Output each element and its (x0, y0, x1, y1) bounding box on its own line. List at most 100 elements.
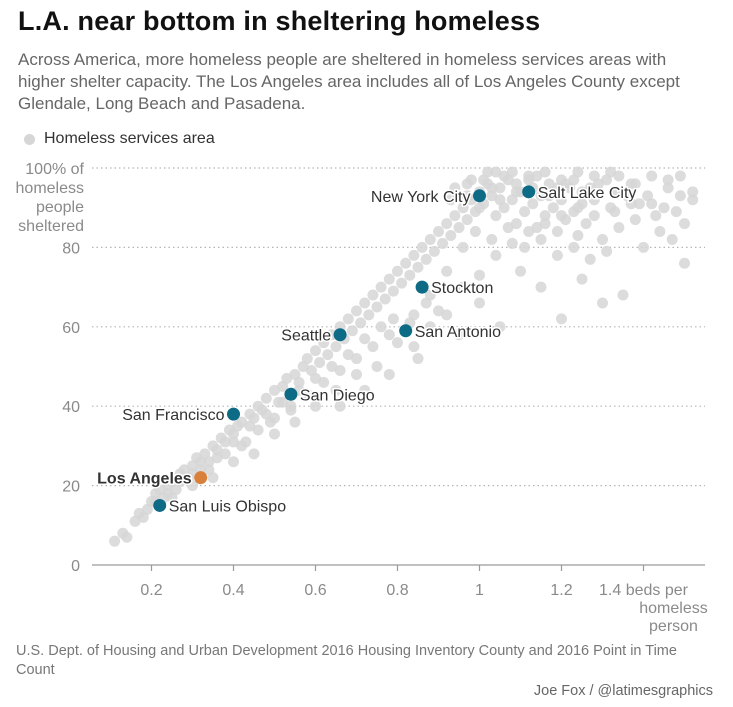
homeless-services-area-point (584, 182, 596, 194)
homeless-services-area-point (556, 194, 567, 206)
homeless-services-area-point (162, 488, 174, 500)
homeless-services-area-point (474, 297, 485, 309)
homeless-services-area-point (662, 182, 674, 194)
homeless-services-area-point (576, 186, 588, 198)
homeless-services-area-point (310, 400, 321, 412)
homeless-services-area-point (572, 229, 584, 241)
homeless-services-area-point (556, 210, 567, 222)
homeless-services-area-point (400, 257, 412, 269)
legend: Homeless services area (24, 130, 215, 148)
homeless-services-area-point (568, 174, 580, 186)
homeless-services-area-point (334, 364, 346, 376)
credit-line: Joe Fox / @latimesgraphics (533, 683, 713, 699)
homeless-services-area-point (441, 309, 453, 321)
homeless-services-area-point (379, 293, 391, 305)
homeless-services-area-point (412, 261, 424, 273)
homeless-services-area-point (576, 273, 588, 285)
homeless-services-area-point (519, 241, 531, 253)
homeless-services-area-point (453, 329, 465, 341)
highlight-label: Los Angeles (97, 471, 192, 488)
y-axis-label-line: sheltered (18, 218, 84, 235)
homeless-services-area-point (457, 202, 469, 214)
homeless-services-area-point (506, 166, 518, 178)
homeless-services-area-point (420, 297, 432, 309)
homeless-services-area-point (109, 535, 121, 547)
homeless-services-area-point (531, 222, 543, 234)
highlight-point (522, 185, 536, 199)
homeless-services-area-point (556, 313, 567, 325)
homeless-services-area-point (207, 472, 219, 484)
homeless-services-area-point (408, 341, 420, 353)
homeless-services-area-point (679, 257, 690, 269)
homeless-services-area-point (551, 226, 563, 238)
homeless-services-area-point (289, 416, 301, 428)
highlight-point (473, 189, 486, 203)
scatter-chart: 0 20 40 60 80 100% of homeless people sheltered 0… (16, 161, 708, 635)
homeless-services-area-point (597, 233, 608, 245)
homeless-services-area-point (449, 210, 461, 222)
x-axis-label-line: homeless (639, 600, 707, 617)
homeless-services-area-point (326, 361, 338, 372)
y-axis-label-line: people (36, 199, 84, 216)
homeless-services-area-point (539, 166, 551, 178)
homeless-services-area-point (351, 353, 362, 365)
homeless-services-area-point (453, 222, 465, 234)
highlight-label: San Luis Obispo (169, 498, 287, 515)
homeless-services-area-point (625, 198, 637, 210)
homeless-services-area-point (355, 317, 367, 329)
homeless-services-area-point (383, 329, 395, 341)
homeless-services-area-point (662, 174, 674, 186)
homeless-services-area-point (568, 241, 580, 253)
homeless-services-area-point (486, 190, 498, 202)
homeless-services-area-point (228, 436, 239, 448)
homeless-services-area-point (383, 273, 395, 285)
homeless-services-area-point (375, 281, 387, 293)
homeless-services-area-point (277, 396, 289, 408)
homeless-services-area-point (363, 309, 375, 321)
homeless-services-area-point (137, 511, 149, 523)
homeless-services-area-point (371, 301, 383, 313)
homeless-services-area-point (609, 186, 621, 198)
homeless-services-area-point (236, 416, 248, 428)
highlight-point (194, 471, 208, 485)
homeless-services-area-point (211, 452, 223, 464)
highlight-label: New York City (371, 189, 471, 206)
homeless-services-area-point (342, 313, 354, 325)
chart-title: L.A. near bottom in sheltering homeless (18, 6, 541, 36)
homeless-services-area-point (457, 241, 469, 253)
homeless-services-area-point (494, 321, 506, 333)
homeless-services-area-point (236, 440, 248, 452)
highlight-point (399, 324, 413, 338)
homeless-services-area-point (515, 265, 526, 277)
homeless-services-area-point (474, 269, 485, 281)
homeless-services-area-point (433, 305, 444, 317)
homeless-services-area-point (539, 218, 551, 230)
homeless-services-area-point (502, 222, 514, 234)
homeless-services-area-point (523, 170, 535, 182)
homeless-services-area-point (543, 190, 555, 202)
homeless-services-area-point (269, 412, 280, 424)
homeless-services-area-point (322, 349, 334, 361)
homeless-services-area-point (478, 174, 490, 186)
homeless-services-area-point (461, 178, 473, 190)
homeless-services-area-point (457, 281, 469, 293)
homeless-services-area-point (490, 166, 502, 178)
homeless-services-area-point (461, 190, 473, 202)
source-note: U.S. Dept. of Housing and Urban Developm… (16, 643, 677, 678)
highlight-point (153, 498, 167, 512)
homeless-services-area-point (330, 384, 342, 396)
homeless-services-area-point (424, 321, 436, 333)
y-axis-label-line: homeless (16, 180, 84, 197)
legend-dot-icon (24, 133, 35, 145)
homeless-services-area-point (281, 372, 293, 384)
homeless-services-area-point (260, 408, 272, 420)
homeless-services-area-point (486, 182, 498, 194)
homeless-services-area-point (383, 368, 395, 380)
x-tick-label: 0.8 (386, 582, 408, 599)
x-tick-label: 0.4 (222, 582, 244, 599)
homeless-services-area-point (535, 281, 547, 293)
homeless-services-area-point (506, 237, 518, 249)
homeless-services-area-point (527, 198, 539, 210)
homeless-services-area-point (420, 253, 432, 265)
homeless-services-area-point (666, 233, 678, 245)
